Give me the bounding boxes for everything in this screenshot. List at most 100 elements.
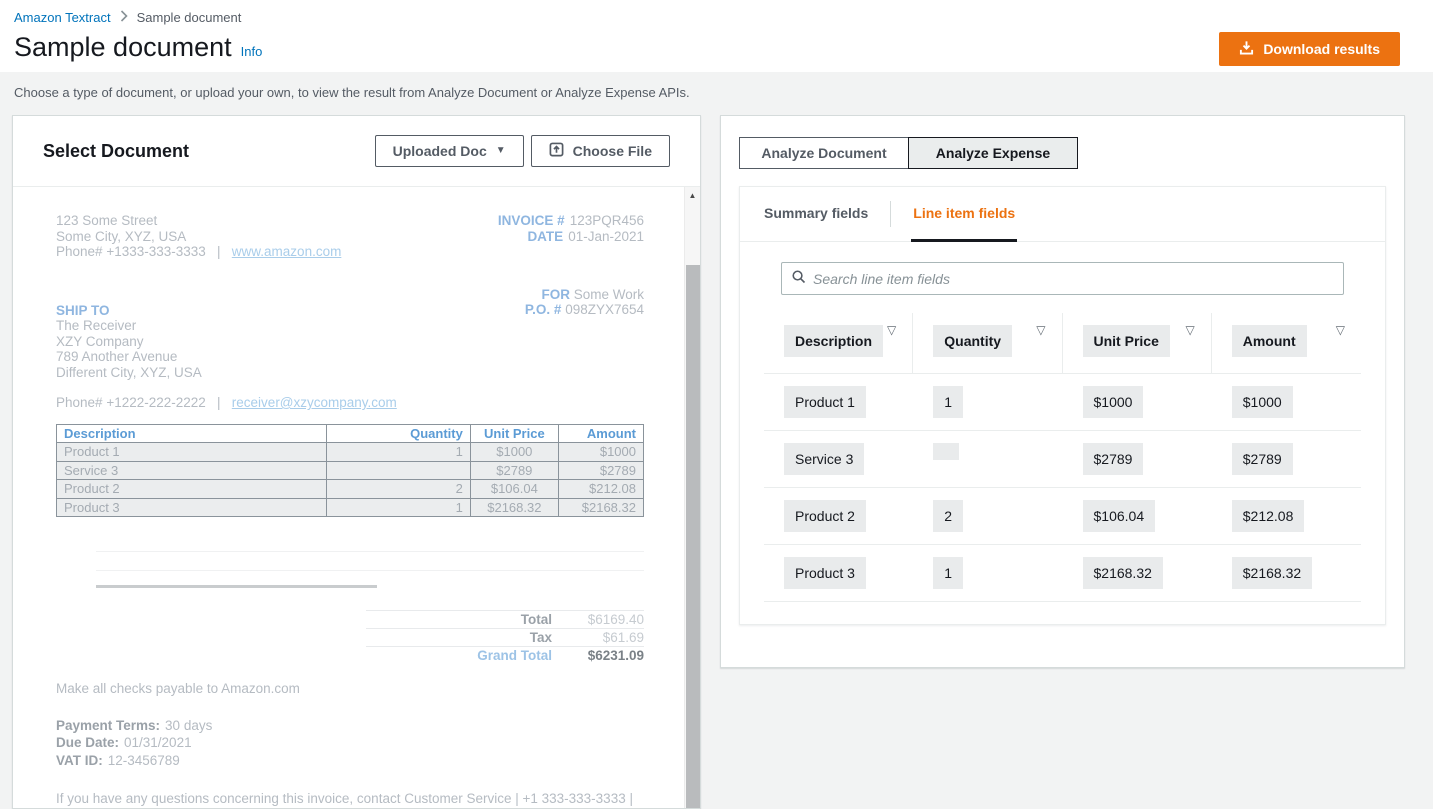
invoice-meta: INVOICE # 123PQR456 DATE 01-Jan-2021 <box>498 213 644 260</box>
field-value[interactable]: 1 <box>933 386 964 418</box>
invoice-date-label: DATE <box>527 228 564 244</box>
field-value[interactable]: $212.08 <box>1231 500 1305 532</box>
column-quantity: Quantity ▽ <box>913 313 1063 373</box>
table-row: Product 1 1 $1000 $1000 <box>764 374 1361 431</box>
inv-cell: 2 <box>326 479 471 499</box>
inv-cell: $2789 <box>469 460 559 480</box>
invoice-document: 123 Some Street Some City, XYZ, USA Phon… <box>13 187 700 808</box>
inv-cell <box>326 460 471 480</box>
tab-divider <box>890 201 892 227</box>
ship-to-block: SHIP TO The Receiver XZY Company 789 Ano… <box>56 303 202 381</box>
column-amount: Amount ▽ <box>1212 313 1361 373</box>
inv-cell: 1 <box>326 442 471 462</box>
vat-id-value: 12-3456789 <box>107 752 180 768</box>
tax-value: $61.69 <box>602 630 644 645</box>
page-header: Amazon Textract Sample document Sample d… <box>0 0 1433 72</box>
po-label: P.O. # <box>524 302 562 317</box>
tab-analyze-expense[interactable]: Analyze Expense <box>908 137 1078 169</box>
inv-cell: Product 1 <box>55 442 328 462</box>
field-value[interactable]: Service 3 <box>784 443 865 475</box>
due-date-value: 01/31/2021 <box>124 735 192 750</box>
invoice-line-items-table: Description Quantity Unit Price Amount P… <box>55 423 645 518</box>
inv-cell: Product 3 <box>55 497 328 517</box>
from-street: 123 Some Street <box>56 213 158 228</box>
tab-line-item-fields[interactable]: Line item fields <box>911 187 1018 242</box>
expense-results-card: Summary fields Line item fields Descript… <box>739 186 1386 625</box>
scroll-up-icon[interactable]: ▲ <box>688 190 697 200</box>
breadcrumb: Amazon Textract Sample document <box>14 10 1400 25</box>
choose-file-button[interactable]: Choose File <box>530 135 670 167</box>
ship-email-link: receiver@xzycompany.com <box>231 395 397 410</box>
filter-icon[interactable]: ▽ <box>1335 323 1345 337</box>
download-results-button[interactable]: Download results <box>1219 32 1400 66</box>
field-value[interactable]: Product 2 <box>784 500 866 532</box>
document-scrollbar[interactable]: ▲ <box>684 187 700 808</box>
field-value[interactable]: $2168.32 <box>1231 557 1313 589</box>
due-date-label: Due Date: <box>56 735 120 750</box>
search-input[interactable] <box>813 270 1334 287</box>
field-value[interactable]: $1000 <box>1231 386 1293 418</box>
upload-icon <box>549 142 564 160</box>
ship-to-name: The Receiver <box>56 318 137 333</box>
divider <box>96 533 644 552</box>
column-description: Description ▽ <box>764 313 914 373</box>
field-value[interactable]: 2 <box>933 500 964 532</box>
field-value[interactable]: Product 3 <box>784 557 866 589</box>
analysis-mode-toggle: Analyze Document Analyze Expense <box>721 116 1404 169</box>
filter-icon[interactable]: ▽ <box>1036 323 1046 337</box>
vat-id-label: VAT ID: <box>56 752 103 768</box>
inv-cell: $1000 <box>557 442 645 462</box>
fields-tabs: Summary fields Line item fields <box>740 187 1385 242</box>
column-label: Unit Price <box>1082 325 1170 357</box>
inv-cell: $1000 <box>469 442 559 462</box>
invoice-from-address: 123 Some Street Some City, XYZ, USA Phon… <box>56 213 341 260</box>
field-value[interactable]: $2789 <box>1231 443 1293 475</box>
field-value[interactable]: Product 1 <box>784 386 866 418</box>
footer-line1: If you have any questions concerning thi… <box>56 791 633 806</box>
payment-terms-block: Payment Terms: 30 days Due Date: 01/31/202… <box>56 717 644 770</box>
inv-cell: $2789 <box>557 460 645 480</box>
page-title: Sample document <box>14 32 232 62</box>
grand-total-value: $6231.09 <box>587 648 644 663</box>
grand-total-label: Grand Total <box>477 648 552 663</box>
field-value[interactable]: $2168.32 <box>1082 557 1163 589</box>
from-phone-line: Phone# +1333-333-3333 | www.amazon.com <box>56 244 342 259</box>
download-results-label: Download results <box>1263 41 1380 57</box>
for-po-block: FOR Some Work P.O. # 098ZYX7654 <box>525 287 644 381</box>
info-link[interactable]: Info <box>240 44 263 59</box>
scrollbar-thumb[interactable] <box>686 265 700 808</box>
breadcrumb-current: Sample document <box>136 10 242 25</box>
ship-to-street: 789 Another Avenue <box>56 349 178 364</box>
column-unit-price: Unit Price ▽ <box>1063 313 1212 373</box>
field-value[interactable]: 1 <box>933 557 964 589</box>
inv-col-description: Description <box>55 423 328 443</box>
invoice-table-row: Product 1 1 $1000 $1000 <box>55 442 645 462</box>
ship-phone-line: Phone# +1222-222-2222 | receiver@xzycomp… <box>56 395 397 410</box>
page-description: Choose a type of document, or upload you… <box>14 85 690 100</box>
search-field-wrapper <box>781 262 1344 295</box>
select-document-title: Select Document <box>43 140 190 161</box>
field-value-empty[interactable] <box>933 443 960 460</box>
invoice-footer: If you have any questions concerning thi… <box>56 790 644 808</box>
invoice-table-row: Product 3 1 $2168.32 $2168.32 <box>55 497 645 517</box>
tab-summary-fields[interactable]: Summary fields <box>764 205 869 221</box>
field-value[interactable]: $106.04 <box>1082 500 1156 532</box>
field-value[interactable]: $1000 <box>1082 386 1144 418</box>
inv-col-quantity: Quantity <box>326 423 471 443</box>
filter-icon[interactable]: ▽ <box>1185 323 1195 337</box>
breadcrumb-link-textract[interactable]: Amazon Textract <box>14 10 111 25</box>
grand-total-row: Grand Total $6231.09 <box>366 646 644 664</box>
select-document-panel: Select Document Uploaded Doc ▼ Choose Fi… <box>12 115 701 809</box>
column-label: Quantity <box>933 325 1013 357</box>
tab-analyze-document[interactable]: Analyze Document <box>739 137 909 169</box>
invoice-number: 123PQR456 <box>569 213 644 228</box>
filter-icon[interactable]: ▽ <box>887 323 897 337</box>
tax-row: Tax $61.69 <box>366 628 644 646</box>
uploaded-doc-label: Uploaded Doc <box>392 143 487 159</box>
inv-cell: Service 3 <box>55 460 328 480</box>
uploaded-doc-dropdown[interactable]: Uploaded Doc ▼ <box>374 135 524 167</box>
invoice-date: 01-Jan-2021 <box>568 228 644 244</box>
field-value[interactable]: $2789 <box>1082 443 1144 475</box>
table-row: Product 3 1 $2168.32 $2168.32 <box>764 545 1361 602</box>
tax-label: Tax <box>529 630 552 645</box>
